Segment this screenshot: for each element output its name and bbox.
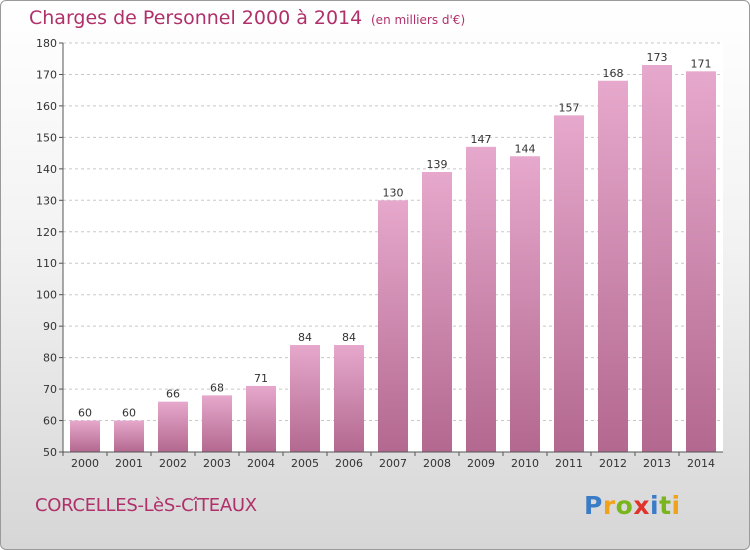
y-axis: 50 60 70 80 90 100 110 120 130 140 150 160 170 180 (36, 37, 64, 459)
logo-letter: x (633, 491, 650, 520)
bar-2007 (378, 200, 408, 452)
x-tick-label-2003: 2003 (203, 457, 231, 470)
bar-2011 (554, 115, 584, 452)
y-tick-label: 170 (36, 68, 57, 81)
data-label-2014: 171 (691, 57, 712, 70)
y-tick-label: 150 (36, 131, 57, 144)
y-tick-label: 90 (43, 320, 57, 333)
x-tick-label-2014: 2014 (687, 457, 715, 470)
data-label-2010: 144 (515, 142, 536, 155)
x-tick-label-2000: 2000 (71, 457, 99, 470)
bars: 60 60 66 68 71 84 84 130 139 147 144 157 168 173 171 (70, 51, 716, 453)
logo-letter: i (650, 491, 660, 520)
data-label-2005: 84 (298, 331, 312, 344)
bar-2002 (158, 401, 188, 452)
y-tick-label: 100 (36, 289, 57, 302)
bar-2014 (686, 71, 716, 453)
data-label-2012: 168 (603, 67, 624, 80)
bar-2005 (290, 345, 320, 452)
data-label-2013: 173 (647, 51, 668, 64)
x-tick-label-2008: 2008 (423, 457, 451, 470)
proxiti-logo: Proxiti (584, 491, 681, 520)
chart-title: Charges de Personnel 2000 à 2014 (29, 7, 363, 29)
bar-2001 (114, 420, 144, 452)
x-axis: 2000 2001 2002 2003 2004 2005 2006 2007 2008 2009… (62, 451, 723, 470)
logo-letter: i (671, 491, 681, 520)
y-tick-label: 120 (36, 226, 57, 239)
bar-2012 (598, 80, 628, 452)
logo-letter: r (602, 491, 616, 520)
bar-2010 (510, 156, 540, 452)
data-label-2004: 71 (254, 372, 268, 385)
y-tick-label: 110 (36, 257, 57, 270)
data-label-2001: 60 (122, 407, 136, 420)
x-tick-label-2012: 2012 (599, 457, 627, 470)
x-tick-label-2004: 2004 (247, 457, 275, 470)
y-tick-label: 70 (43, 383, 57, 396)
data-label-2003: 68 (210, 381, 224, 394)
x-tick-label-2013: 2013 (643, 457, 671, 470)
bar-2004 (246, 385, 276, 452)
bar-2003 (202, 395, 232, 452)
x-tick-label-2002: 2002 (159, 457, 187, 470)
bar-2008 (422, 171, 452, 452)
bar-2009 (466, 146, 496, 453)
logo-letter: t (659, 491, 672, 520)
x-tick-label-2006: 2006 (335, 457, 363, 470)
x-tick-label-2007: 2007 (379, 457, 407, 470)
bar-2013 (642, 65, 672, 453)
y-tick-label: 140 (36, 163, 57, 176)
data-label-2011: 157 (559, 101, 580, 114)
data-label-2000: 60 (78, 407, 92, 420)
y-tick-label: 180 (36, 37, 57, 50)
data-label-2007: 130 (383, 186, 404, 199)
x-tick-label-2011: 2011 (555, 457, 583, 470)
y-tick-label: 60 (43, 415, 57, 428)
x-tick-label-2001: 2001 (115, 457, 143, 470)
y-tick-label: 80 (43, 352, 57, 365)
data-label-2009: 147 (471, 133, 492, 146)
data-label-2006: 84 (342, 331, 356, 344)
logo-letter: P (584, 491, 603, 520)
x-tick-label-2010: 2010 (511, 457, 539, 470)
logo-letter: o (615, 491, 634, 520)
commune-name: CORCELLES-LèS-CîTEAUX (35, 495, 257, 516)
chart-subtitle: (en milliers d'€) (371, 13, 466, 27)
y-tick-label: 130 (36, 194, 57, 207)
y-tick-label: 50 (43, 446, 57, 459)
y-tick-label: 160 (36, 100, 57, 113)
data-label-2002: 66 (166, 388, 180, 401)
bar-2006 (334, 345, 364, 452)
x-tick-label-2005: 2005 (291, 457, 319, 470)
x-tick-label-2009: 2009 (467, 457, 495, 470)
data-label-2008: 139 (427, 158, 448, 171)
bar-2000 (70, 420, 100, 452)
